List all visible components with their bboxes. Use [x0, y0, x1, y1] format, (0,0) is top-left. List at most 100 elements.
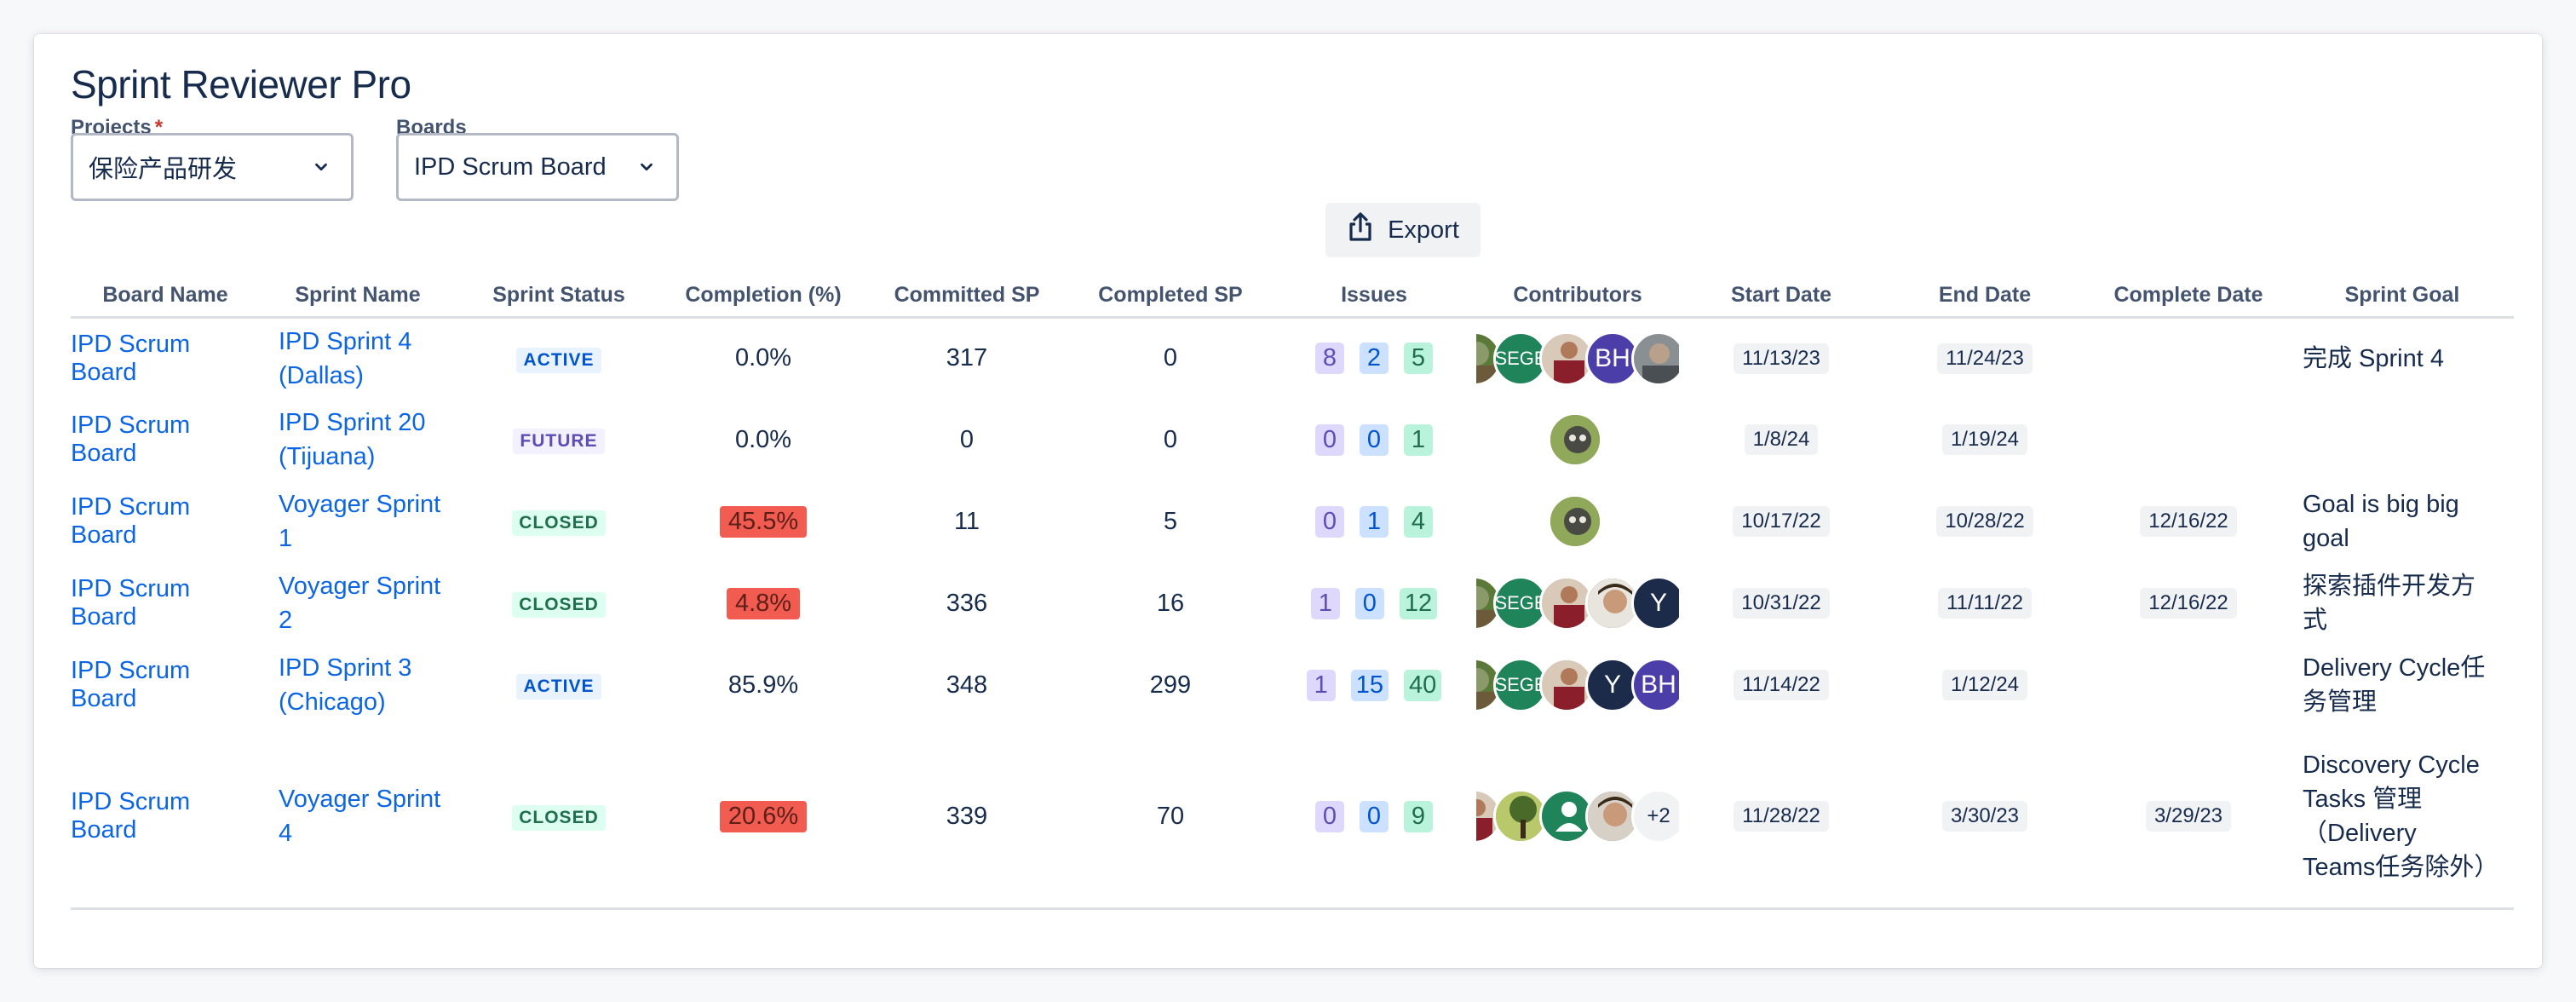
avatar[interactable]: Y — [1585, 658, 1640, 712]
committed-sp: 317 — [946, 344, 988, 372]
committed-sp: 336 — [946, 589, 988, 617]
issue-count-todo[interactable]: 0 — [1315, 423, 1344, 456]
avatar[interactable] — [1585, 789, 1640, 844]
header-sprint-status[interactable]: Sprint Status — [456, 274, 662, 319]
start-date: 1/8/24 — [1744, 424, 1819, 455]
issue-count-done[interactable]: 9 — [1404, 800, 1433, 832]
avatar[interactable]: BH — [1631, 658, 1679, 712]
header-committed-sp[interactable]: Committed SP — [865, 274, 1069, 319]
issue-count-done[interactable]: 1 — [1404, 423, 1433, 456]
issue-count-done[interactable]: 4 — [1404, 505, 1433, 538]
avatar[interactable]: SEGE — [1493, 576, 1548, 631]
contributors-group: +2 — [1476, 786, 1679, 846]
sprint-link[interactable]: IPD Sprint 20 (Tijuana) — [279, 409, 426, 470]
issue-counts: 0 1 4 — [1315, 505, 1433, 538]
end-date: 11/11/22 — [1938, 588, 2032, 619]
issue-counts: 1 15 40 — [1306, 669, 1442, 701]
issue-count-todo[interactable]: 0 — [1315, 505, 1344, 538]
avatar[interactable] — [1539, 576, 1594, 631]
contributors-group — [1548, 492, 1607, 551]
header-complete-date[interactable]: Complete Date — [2086, 274, 2291, 319]
completed-sp: 16 — [1156, 589, 1185, 617]
sprint-goal: 探索插件开发方式 — [2303, 573, 2476, 634]
issue-count-done[interactable]: 12 — [1399, 587, 1438, 619]
sprint-link[interactable]: Voyager Sprint 4 — [279, 786, 441, 848]
issue-count-todo[interactable]: 0 — [1315, 800, 1344, 832]
issue-count-inprogress[interactable]: 0 — [1354, 587, 1384, 619]
table-row: IPD Scrum Board IPD Sprint 3 (Chicago) A… — [71, 644, 2514, 726]
issue-count-inprogress[interactable]: 2 — [1360, 343, 1389, 375]
sprint-link[interactable]: IPD Sprint 4 (Dallas) — [279, 327, 412, 389]
sprint-link[interactable]: Voyager Sprint 2 — [279, 573, 441, 634]
projects-select-value: 保险产品研发 — [89, 156, 238, 183]
avatar[interactable]: SEGE — [1493, 658, 1548, 712]
avatar[interactable] — [1548, 494, 1602, 549]
issue-count-inprogress[interactable]: 1 — [1360, 505, 1389, 538]
header-sprint-goal[interactable]: Sprint Goal — [2291, 274, 2514, 319]
start-date: 11/28/22 — [1734, 801, 1829, 832]
header-start-date[interactable]: Start Date — [1679, 274, 1883, 319]
page-title: Sprint Reviewer Pro — [71, 62, 411, 107]
sprint-link[interactable]: Voyager Sprint 1 — [279, 491, 441, 552]
issue-count-inprogress[interactable]: 15 — [1350, 669, 1389, 701]
end-date: 11/24/23 — [1937, 343, 2033, 374]
contributors-group: SEGE Y BH — [1476, 655, 1679, 715]
header-completed-sp[interactable]: Completed SP — [1069, 274, 1272, 319]
chevron-down-icon — [635, 156, 658, 178]
avatar[interactable] — [1631, 331, 1679, 386]
avatar-more[interactable]: +2 — [1631, 789, 1679, 844]
table-row: IPD Scrum Board Voyager Sprint 4 CLOSED … — [71, 726, 2514, 910]
board-link[interactable]: IPD Scrum Board — [71, 657, 191, 712]
header-completion[interactable]: Completion (%) — [662, 274, 865, 319]
sprint-goal: 完成 Sprint 4 — [2303, 344, 2444, 372]
committed-sp: 339 — [946, 802, 988, 830]
issue-count-todo[interactable]: 1 — [1306, 669, 1336, 701]
completed-sp: 70 — [1156, 802, 1185, 830]
table-row: IPD Scrum Board IPD Sprint 4 (Dallas) AC… — [71, 317, 2514, 399]
export-button[interactable]: Export — [1325, 203, 1481, 257]
completion-value: 4.8% — [726, 587, 801, 619]
issue-count-todo[interactable]: 1 — [1310, 587, 1340, 619]
avatar[interactable]: Y — [1631, 576, 1679, 631]
avatar[interactable]: BH — [1585, 331, 1640, 386]
sprint-link[interactable]: IPD Sprint 3 (Chicago) — [279, 654, 412, 716]
issue-counts: 8 2 5 — [1315, 343, 1433, 375]
required-mark: * — [154, 116, 164, 139]
avatar[interactable]: SEGE — [1493, 331, 1548, 386]
start-date: 10/31/22 — [1733, 588, 1830, 619]
header-board-name[interactable]: Board Name — [71, 274, 260, 319]
projects-select[interactable]: 保险产品研发 — [71, 133, 354, 201]
board-link[interactable]: IPD Scrum Board — [71, 412, 191, 467]
issue-count-inprogress[interactable]: 0 — [1360, 800, 1389, 832]
issue-count-done[interactable]: 40 — [1404, 669, 1442, 701]
issue-counts: 0 0 9 — [1315, 800, 1433, 832]
issue-counts: 1 0 12 — [1310, 587, 1438, 619]
board-link[interactable]: IPD Scrum Board — [71, 788, 191, 844]
board-link[interactable]: IPD Scrum Board — [71, 575, 191, 631]
status-badge: CLOSED — [512, 805, 606, 832]
chevron-down-icon — [310, 156, 332, 178]
avatar[interactable] — [1539, 789, 1594, 844]
committed-sp: 11 — [953, 507, 980, 535]
issue-count-todo[interactable]: 8 — [1315, 343, 1344, 375]
table-row: IPD Scrum Board Voyager Sprint 2 CLOSED … — [71, 562, 2514, 644]
completion-value: 0.0% — [734, 425, 792, 453]
start-date: 10/17/22 — [1733, 506, 1830, 537]
issue-count-inprogress[interactable]: 0 — [1360, 423, 1389, 456]
board-link[interactable]: IPD Scrum Board — [71, 493, 191, 549]
header-contributors[interactable]: Contributors — [1476, 274, 1679, 319]
boards-select[interactable]: IPD Scrum Board — [396, 133, 679, 201]
contributors-group: SEGE BH — [1476, 329, 1679, 389]
avatar[interactable] — [1493, 789, 1548, 844]
board-link[interactable]: IPD Scrum Board — [71, 330, 191, 386]
completed-sp: 5 — [1163, 507, 1178, 535]
header-end-date[interactable]: End Date — [1883, 274, 2086, 319]
avatar[interactable] — [1539, 331, 1594, 386]
header-issues[interactable]: Issues — [1272, 274, 1476, 319]
avatar[interactable] — [1585, 576, 1640, 631]
contributors-group: SEGE Y — [1476, 573, 1679, 633]
share-icon — [1347, 211, 1374, 249]
issue-count-done[interactable]: 5 — [1404, 343, 1433, 375]
avatar[interactable] — [1548, 412, 1602, 467]
header-sprint-name[interactable]: Sprint Name — [260, 274, 456, 319]
